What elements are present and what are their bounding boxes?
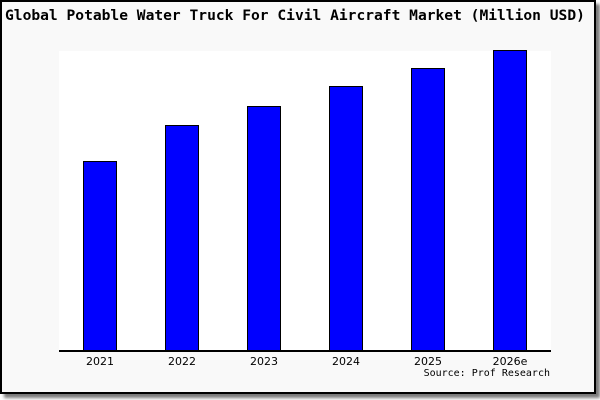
x-tick-label-2023: 2023 (250, 355, 278, 368)
x-tick-label-2026e: 2026e (492, 355, 528, 368)
bar-2022 (165, 125, 199, 350)
bar-2021 (83, 161, 117, 350)
chart-title: Global Potable Water Truck For Civil Air… (5, 7, 585, 24)
chart-frame: Global Potable Water Truck For Civil Air… (0, 0, 596, 394)
x-tick-label-2022: 2022 (168, 355, 196, 368)
bar-2024 (329, 86, 363, 350)
x-tick-label-2025: 2025 (414, 355, 442, 368)
source-note: Source: Prof Research (423, 368, 550, 379)
bar-2023 (247, 105, 281, 350)
x-tick-label-2024: 2024 (332, 355, 360, 368)
plot-area (59, 50, 551, 352)
x-axis-labels: 2021 2022 2023 2024 2025 2026e (59, 355, 551, 371)
bar-2025 (411, 68, 445, 350)
x-tick-label-2021: 2021 (86, 355, 114, 368)
bar-2026e (493, 50, 527, 350)
